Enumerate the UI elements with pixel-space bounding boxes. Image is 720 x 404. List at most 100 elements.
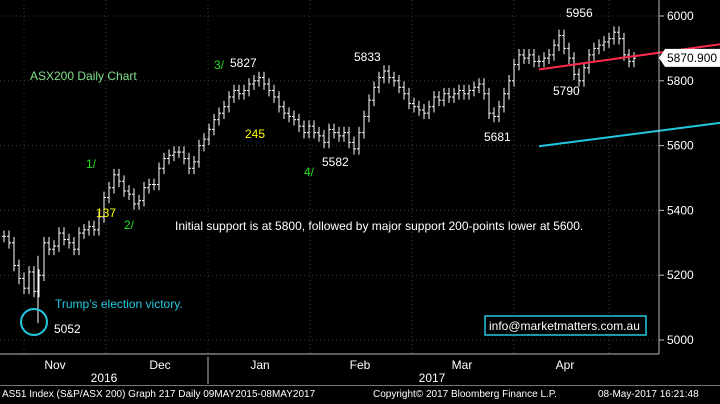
ohlc-bar <box>342 126 346 142</box>
x-month-label: Jan <box>250 358 269 372</box>
ohlc-bar <box>22 272 26 294</box>
ohlc-bar <box>7 230 11 249</box>
ohlc-bar <box>112 168 116 194</box>
ohlc-bar <box>157 162 161 191</box>
y-tick-label: 5000 <box>667 333 694 347</box>
annotation-label: ASX200 Daily Chart <box>30 69 137 83</box>
annotation-label: 4/ <box>304 165 315 179</box>
ohlc-bar <box>592 42 596 61</box>
ohlc-bar <box>532 49 536 68</box>
ohlc-bar <box>612 26 616 45</box>
last-price-label: 5870.900 <box>667 51 717 65</box>
y-tick-label: 5800 <box>667 74 694 88</box>
x-month-label: Dec <box>149 358 170 372</box>
grid-lines <box>0 0 659 354</box>
ohlc-bar <box>327 123 331 149</box>
ohlc-bar <box>277 91 281 113</box>
ohlc-bar <box>402 81 406 100</box>
ohlc-bar <box>417 100 421 116</box>
ohlc-bar <box>352 136 356 155</box>
ohlc-bar <box>462 84 466 100</box>
ohlc-bar <box>292 110 296 126</box>
ohlc-bar <box>297 113 301 132</box>
ohlc-bar <box>257 71 261 87</box>
ohlc-bar <box>407 87 411 110</box>
ohlc-bar <box>337 126 341 142</box>
x-month-label: Apr <box>556 358 575 372</box>
ohlc-bar <box>627 49 631 68</box>
ohlc-bar <box>57 227 61 252</box>
ohlc-bar <box>577 68 581 87</box>
ohlc-bar <box>452 87 456 103</box>
ohlc-bar <box>312 120 316 139</box>
ohlc-bar <box>317 126 321 142</box>
footer: AS51 Index (S&P/ASX 200) Graph 217 Daily… <box>0 385 720 404</box>
annotation-label: Trump's election victory. <box>55 297 183 311</box>
ohlc-bar <box>537 55 541 68</box>
ohlc-bar <box>202 133 206 152</box>
ohlc-bar <box>552 39 556 61</box>
footer-copyright: Copyright© 2017 Bloomberg Finance L.P. <box>373 389 557 400</box>
ohlc-bar <box>472 81 476 97</box>
ohlc-bar <box>252 74 256 90</box>
ohlc-bar <box>97 211 101 236</box>
ohlc-bar <box>477 78 481 94</box>
ohlc-bar <box>322 130 326 149</box>
y-axis: 5000 5200 5400 5600 5800 6000 <box>659 9 694 347</box>
ohlc-bar <box>512 58 516 87</box>
ohlc-bar <box>392 71 396 87</box>
annotations: ASX200 Daily Chart 1/137 2/3/5827 245 4/5582… <box>30 6 640 336</box>
ohlc-bar <box>547 49 551 64</box>
ohlc-bar <box>52 240 56 256</box>
trend-lines <box>538 43 720 148</box>
ohlc-bar <box>137 194 141 210</box>
ohlc-bar <box>427 100 431 120</box>
ohlc-bar <box>622 32 626 61</box>
ohlc-bar <box>2 230 6 243</box>
ohlc-bar <box>377 71 381 94</box>
last-price-box <box>659 48 720 67</box>
ohlc-bar <box>92 220 96 236</box>
ohlc-bar <box>62 227 66 246</box>
annotation-label: 5833 <box>354 50 381 64</box>
ohlc-bar <box>357 126 361 155</box>
ohlc-bar <box>242 84 246 100</box>
y-tick-label: 5400 <box>667 203 694 217</box>
ohlc-bar <box>192 155 196 175</box>
ohlc-bar <box>282 100 286 120</box>
ohlc-bar <box>227 91 231 113</box>
price-bars <box>2 26 636 324</box>
ohlc-bar <box>262 71 266 90</box>
annotation-label: 5827 <box>230 56 257 70</box>
trend-line <box>538 121 720 148</box>
ohlc-bar <box>182 146 186 165</box>
ohlc-bar <box>187 152 191 175</box>
annotation-label: 5052 <box>54 322 81 336</box>
ohlc-bar <box>27 266 31 294</box>
ohlc-bar <box>487 87 491 120</box>
email-box <box>484 315 647 336</box>
ohlc-bar <box>142 181 146 207</box>
ohlc-bar <box>422 104 426 120</box>
ohlc-bar <box>397 74 401 94</box>
ohlc-bar <box>147 178 151 194</box>
ohlc-bar <box>582 62 586 87</box>
ohlc-bar <box>17 259 21 285</box>
ohlc-bar <box>467 84 471 100</box>
ohlc-bar <box>72 236 76 256</box>
y-tick-label: 6000 <box>667 9 694 23</box>
ohlc-bar <box>522 49 526 64</box>
ohlc-bar <box>287 107 291 123</box>
ohlc-bar <box>567 42 571 64</box>
x-year-label: 2016 <box>91 371 118 385</box>
ohlc-bar <box>632 52 636 68</box>
ohlc-bar <box>517 49 521 71</box>
ohlc-bar <box>237 84 241 100</box>
ohlc-bar <box>47 236 51 256</box>
ohlc-bar <box>597 39 601 55</box>
annotation-label: 3/ <box>214 58 225 72</box>
annotation-label: 2/ <box>124 218 135 232</box>
ohlc-bar <box>457 84 461 100</box>
ohlc-bar <box>347 126 351 149</box>
